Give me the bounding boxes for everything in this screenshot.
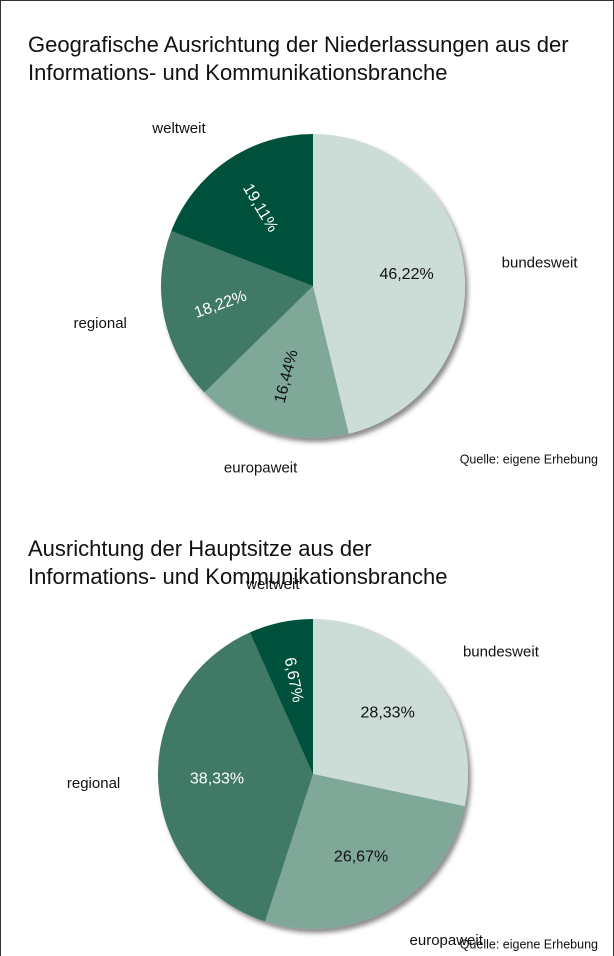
- category-label: regional: [67, 775, 120, 792]
- value-label: 38,33%: [190, 770, 244, 787]
- pie-slice: [157, 632, 313, 922]
- pie: [160, 134, 466, 438]
- pie-slice: [204, 286, 349, 438]
- pie-slice: [313, 619, 469, 807]
- chart-title: Geografische Ausrichtung der Niederlassu…: [28, 32, 569, 57]
- value-label: 28,33%: [361, 705, 415, 722]
- source-note: Quelle: eigene Erhebung: [460, 452, 598, 466]
- pie-slice: [313, 134, 466, 434]
- category-label: regional: [74, 315, 127, 332]
- pie-slice: [265, 774, 465, 929]
- source-note: Quelle: eigene Erhebung: [460, 937, 598, 951]
- pie: [157, 619, 469, 929]
- value-label: 26,67%: [334, 848, 388, 865]
- pie-slice: [249, 619, 313, 774]
- pie-slice: [160, 231, 313, 393]
- category-label: weltweit: [245, 576, 300, 593]
- category-label: europaweit: [410, 932, 484, 949]
- chart-title: Ausrichtung der Hauptsitze aus der: [28, 536, 372, 561]
- chart-title: Informations- und Kommunikationsbranche: [28, 564, 447, 589]
- category-label: bundesweit: [463, 643, 540, 660]
- category-label: weltweit: [151, 120, 206, 137]
- pie-slice: [171, 134, 313, 286]
- chart-title: Informations- und Kommunikationsbranche: [28, 60, 447, 85]
- category-label: bundesweit: [502, 254, 579, 271]
- category-label: europaweit: [224, 460, 298, 477]
- value-label: 46,22%: [379, 266, 433, 283]
